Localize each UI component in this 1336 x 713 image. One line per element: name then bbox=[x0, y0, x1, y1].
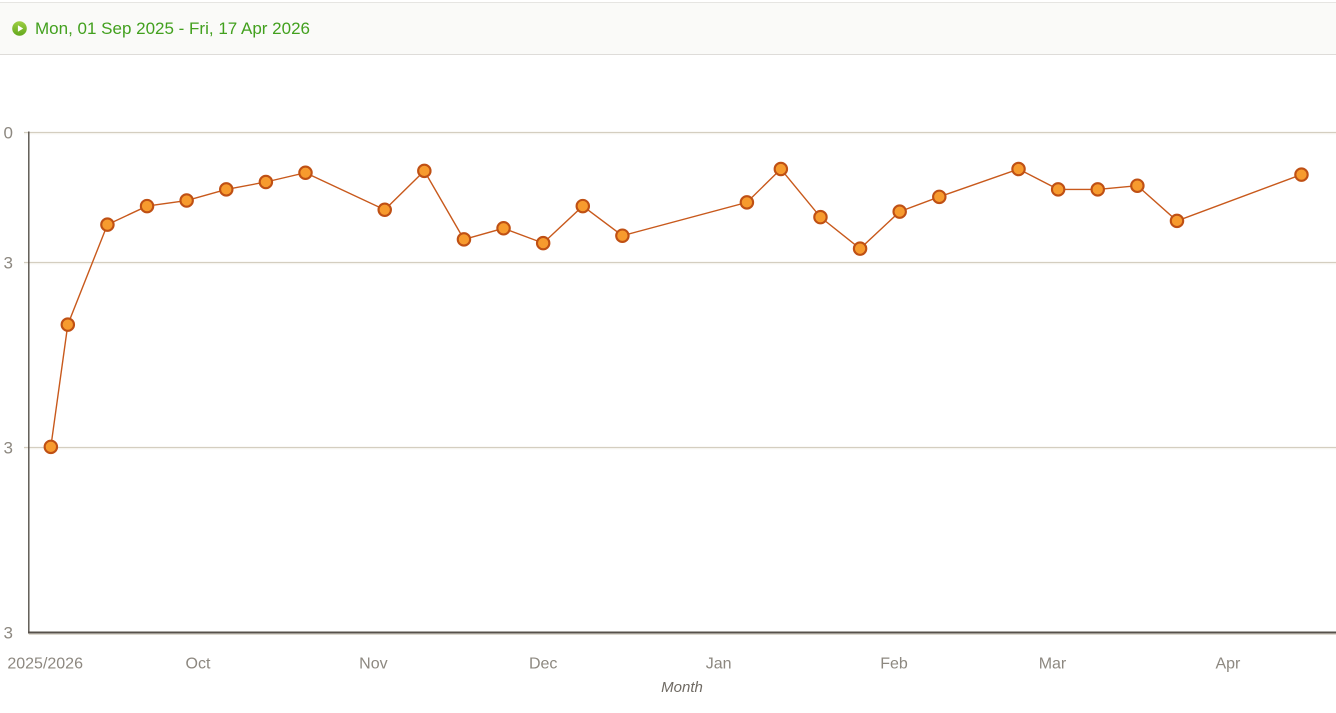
x-axis-tick-label: Feb bbox=[880, 656, 908, 673]
y-axis-tick-label: 3 bbox=[4, 254, 13, 273]
data-point[interactable] bbox=[43, 439, 59, 455]
data-point[interactable] bbox=[1130, 178, 1145, 193]
data-point[interactable] bbox=[932, 189, 947, 205]
data-point[interactable] bbox=[456, 232, 472, 247]
play-icon-triangle bbox=[17, 25, 24, 32]
data-point[interactable] bbox=[575, 198, 591, 214]
data-point[interactable] bbox=[813, 209, 828, 225]
data-point[interactable] bbox=[179, 193, 194, 208]
data-point[interactable] bbox=[773, 161, 789, 177]
x-axis-tick-label: 2025/2026 bbox=[7, 656, 83, 673]
data-point[interactable] bbox=[739, 195, 755, 210]
data-point[interactable] bbox=[535, 235, 551, 251]
data-point[interactable] bbox=[258, 174, 274, 190]
x-axis-title: Month bbox=[661, 679, 703, 696]
data-point[interactable] bbox=[852, 241, 868, 256]
x-axis-tick-label: Jan bbox=[706, 656, 732, 673]
data-point[interactable] bbox=[1294, 167, 1309, 182]
data-point[interactable] bbox=[298, 165, 313, 180]
series-line bbox=[50, 168, 1302, 447]
data-point[interactable] bbox=[892, 204, 907, 219]
x-axis-tick-label: Nov bbox=[359, 656, 387, 673]
data-point[interactable] bbox=[496, 221, 511, 236]
data-point[interactable] bbox=[1011, 161, 1026, 177]
data-point[interactable] bbox=[219, 182, 234, 197]
y-axis-tick-label: 3 bbox=[4, 439, 13, 458]
data-point[interactable] bbox=[1090, 182, 1106, 197]
chart-area: 0 3 3 3 2025/2026 Oct Nov Dec Jan Feb Mar Apr Month bbox=[0, 55, 1336, 711]
date-range-bar: Mon, 01 Sep 2025 - Fri, 17 Apr 2026 bbox=[0, 2, 1336, 55]
x-axis-tick-label: Dec bbox=[529, 656, 557, 673]
data-point[interactable] bbox=[1050, 182, 1066, 197]
data-point[interactable] bbox=[377, 202, 392, 218]
date-range-label[interactable]: Mon, 01 Sep 2025 - Fri, 17 Apr 2026 bbox=[35, 19, 311, 38]
data-point[interactable] bbox=[417, 163, 432, 179]
x-axis-tick-label: Mar bbox=[1039, 656, 1067, 673]
data-point[interactable] bbox=[100, 217, 115, 232]
data-point[interactable] bbox=[615, 228, 630, 243]
x-axis-tick-label: Apr bbox=[1215, 656, 1241, 673]
line-chart: 0 3 3 3 2025/2026 Oct Nov Dec Jan Feb Mar Apr Month bbox=[4, 124, 1336, 696]
y-axis-tick-label: 0 bbox=[4, 124, 13, 143]
data-point[interactable] bbox=[139, 198, 155, 214]
x-axis-tick-label: Oct bbox=[186, 656, 211, 673]
y-axis-tick-label: 3 bbox=[4, 624, 13, 643]
play-icon[interactable] bbox=[12, 21, 27, 36]
data-point[interactable] bbox=[60, 317, 76, 332]
data-point[interactable] bbox=[1169, 213, 1185, 229]
